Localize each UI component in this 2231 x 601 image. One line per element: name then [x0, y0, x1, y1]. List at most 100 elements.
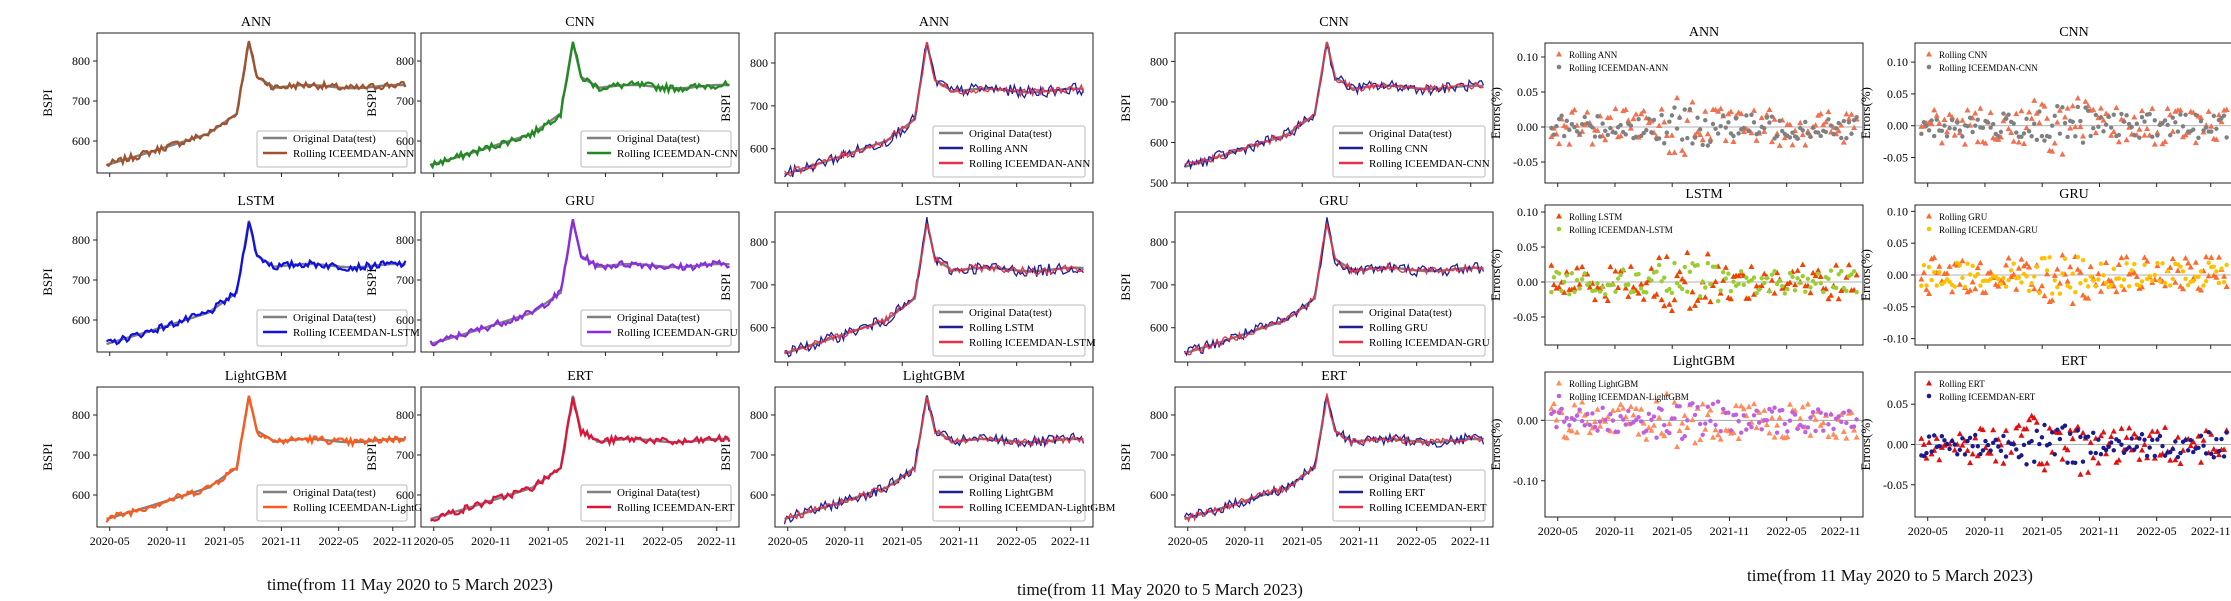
error-point: [2078, 434, 2083, 440]
error-point: [1980, 125, 1986, 130]
series-line: [784, 223, 1084, 354]
x-tick-label: 2022-11: [1821, 524, 1861, 538]
error-point: [1709, 282, 1716, 289]
error-point: [2079, 292, 2086, 298]
error-point: [1607, 263, 1614, 270]
error-point: [1644, 428, 1649, 434]
error-point: [1638, 110, 1645, 117]
panel-A-CNN: CNN BSPI 600 700 800 Original Data(test) Rolli…: [364, 15, 740, 177]
error-point: [2180, 124, 2186, 129]
error-point: [2083, 105, 2088, 110]
error-point: [2108, 132, 2115, 138]
error-point: [1579, 263, 1586, 270]
error-point: [1702, 294, 1709, 300]
error-point: [2006, 277, 2011, 283]
error-point: [1697, 127, 1703, 132]
error-point: [1604, 413, 1611, 420]
y-tick-label: -0.05: [1513, 155, 1538, 169]
error-point: [2085, 284, 2091, 289]
error-point: [1636, 271, 1641, 277]
error-point: [1635, 431, 1642, 437]
error-point: [2078, 281, 2083, 286]
error-point: [2149, 428, 2156, 434]
error-point: [1674, 272, 1681, 279]
error-point: [2208, 431, 2215, 437]
error-point: [1703, 285, 1708, 290]
error-point: [2069, 300, 2076, 307]
error-point: [2097, 288, 2104, 294]
error-point: [2101, 273, 2106, 278]
error-point: [1964, 447, 1971, 453]
error-point: [2036, 119, 2043, 126]
error-point: [2108, 277, 2115, 284]
error-point: [1735, 435, 1742, 442]
error-point: [2003, 284, 2009, 289]
error-point: [2001, 275, 2006, 281]
legend-entry: Rolling ICEEMDAN-LightGBM: [969, 502, 1116, 514]
error-point: [1662, 275, 1667, 280]
error-point: [1579, 418, 1585, 424]
error-point: [1704, 411, 1711, 418]
y-axis-label: Errors(%): [1488, 419, 1503, 471]
x-tick-label: 2022-11: [2191, 524, 2231, 538]
error-point: [2141, 132, 2148, 138]
error-point: [2067, 263, 2074, 270]
error-point: [1822, 285, 1829, 292]
error-point: [1849, 272, 1854, 277]
error-point: [2032, 459, 2037, 464]
error-point: [2221, 446, 2228, 452]
error-point: [1720, 277, 1727, 283]
error-point: [1700, 279, 1705, 285]
error-point: [1672, 416, 1677, 421]
error-point: [1579, 399, 1586, 405]
error-point: [1633, 405, 1640, 411]
error-point: [2042, 138, 2047, 143]
y-tick-label: 0.05: [1887, 236, 1908, 250]
error-point: [1947, 126, 1952, 131]
error-point: [2150, 278, 2155, 283]
error-point: [2129, 124, 2134, 130]
error-point: [1654, 435, 1659, 440]
error-point: [1556, 140, 1563, 147]
error-point: [1845, 261, 1852, 268]
error-point: [1572, 125, 1577, 130]
error-point: [2052, 278, 2057, 283]
error-point: [1975, 271, 1980, 277]
y-axis-label: BSPI: [40, 268, 55, 295]
y-tick-label: 0.10: [1887, 55, 1908, 69]
error-point: [2015, 139, 2022, 145]
error-point: [2160, 443, 2165, 449]
error-point: [1836, 414, 1841, 419]
error-point: [1697, 421, 1703, 427]
error-point: [1959, 257, 1966, 264]
y-tick-label: 700: [750, 278, 768, 292]
error-point: [1689, 99, 1696, 105]
error-point: [1762, 280, 1767, 286]
y-tick-label: 0.10: [1887, 204, 1908, 218]
error-point: [1998, 129, 2004, 135]
error-point: [1612, 105, 1619, 112]
legend-entry: Rolling LightGBM: [969, 487, 1054, 499]
error-point: [1851, 124, 1858, 131]
plot-frame: [1914, 42, 2231, 184]
error-point: [2136, 285, 2143, 291]
error-point: [1681, 412, 1688, 419]
legend-swatch: [1556, 226, 1562, 232]
error-point: [1668, 307, 1675, 313]
error-point: [2042, 422, 2047, 428]
error-point: [2119, 442, 2124, 447]
error-point: [1707, 406, 1714, 413]
error-point: [1985, 120, 1991, 125]
error-point: [1833, 285, 1839, 291]
error-point: [1995, 283, 2002, 289]
error-point: [1764, 418, 1770, 423]
legend-entry: Rolling ERT: [1939, 379, 1985, 389]
error-point: [2105, 440, 2112, 447]
error-point: [2185, 260, 2192, 266]
error-point: [1967, 272, 1973, 277]
error-point: [1805, 276, 1811, 282]
error-point: [2223, 283, 2230, 289]
error-point: [1960, 436, 1965, 441]
error-point: [2178, 112, 2183, 117]
error-point: [1549, 289, 1554, 295]
